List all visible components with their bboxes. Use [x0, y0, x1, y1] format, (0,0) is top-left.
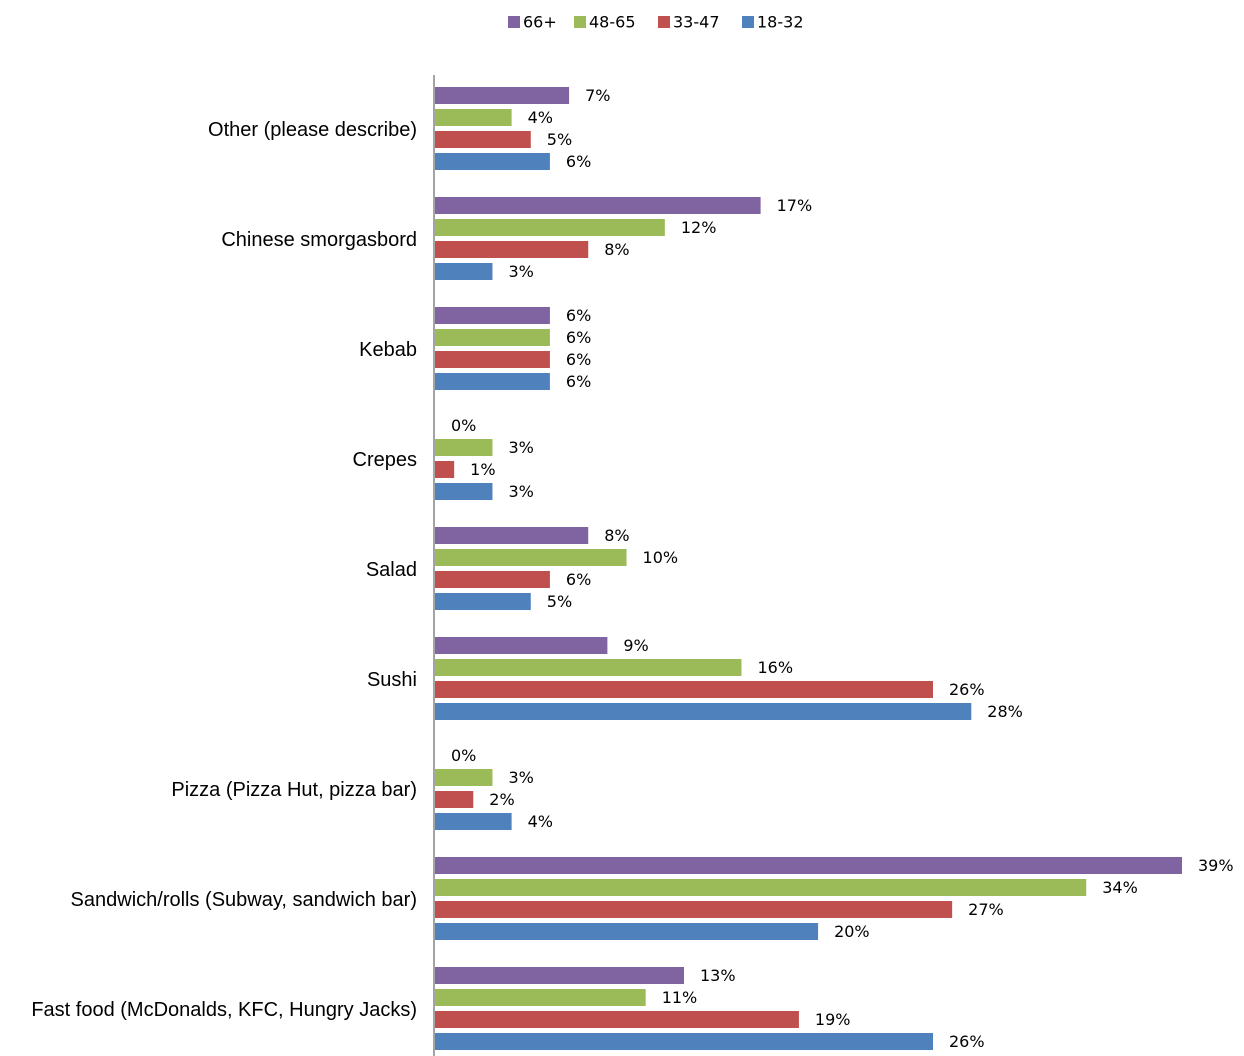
data-label-kebab-33-47: 6% [566, 350, 591, 369]
category-label-kebab: Kebab [359, 339, 417, 361]
bar-kebab-18-32 [435, 373, 550, 390]
data-label-pizza-pizza-hut-pizza-bar-33-47: 2% [489, 790, 514, 809]
data-label-sushi-48-65: 16% [757, 658, 793, 677]
data-label-other-please-describe-33-47: 5% [547, 130, 572, 149]
data-label-chinese-smorgasbord-18-32: 3% [508, 262, 533, 281]
legend-swatch-66 [508, 16, 520, 28]
bar-other-please-describe-66 [435, 87, 570, 104]
bar-fast-food-mcdonalds-kfc-hungry-jacks-18-32 [435, 1033, 933, 1050]
bar-sushi-33-47 [435, 681, 933, 698]
data-label-sushi-18-32: 28% [987, 702, 1023, 721]
bar-sandwich-rolls-subway-sandwich-bar-48-65 [435, 879, 1087, 896]
category-label-pizza-pizza-hut-pizza-bar: Pizza (Pizza Hut, pizza bar) [171, 779, 417, 801]
bar-sandwich-rolls-subway-sandwich-bar-18-32 [435, 923, 819, 940]
category-label-sandwich-rolls-subway-sandwich-bar: Sandwich/rolls (Subway, sandwich bar) [71, 889, 417, 911]
legend-swatch-18-32 [742, 16, 754, 28]
category-label-sushi: Sushi [367, 669, 417, 691]
data-label-chinese-smorgasbord-66: 17% [777, 196, 813, 215]
bar-fast-food-mcdonalds-kfc-hungry-jacks-48-65 [435, 989, 646, 1006]
data-label-fast-food-mcdonalds-kfc-hungry-jacks-48-65: 11% [662, 988, 698, 1007]
data-label-crepes-66: 0% [451, 416, 476, 435]
bar-salad-48-65 [435, 549, 627, 566]
data-label-sandwich-rolls-subway-sandwich-bar-33-47: 27% [968, 900, 1004, 919]
bar-salad-33-47 [435, 571, 550, 588]
category-label-chinese-smorgasbord: Chinese smorgasbord [221, 229, 417, 251]
data-label-pizza-pizza-hut-pizza-bar-66: 0% [451, 746, 476, 765]
data-label-other-please-describe-48-65: 4% [528, 108, 553, 127]
data-label-sandwich-rolls-subway-sandwich-bar-66: 39% [1198, 856, 1234, 875]
data-label-sushi-66: 9% [623, 636, 648, 655]
bar-crepes-18-32 [435, 483, 493, 500]
bar-pizza-pizza-hut-pizza-bar-18-32 [435, 813, 512, 830]
data-label-kebab-18-32: 6% [566, 372, 591, 391]
data-labels-group: 7% 4% 5% 6% 17% 12% 8% 3% 6% 6% 6% 6% 0% 3% 1% 3% 8% 10% 6… [451, 86, 1234, 1051]
category-label-fast-food-mcdonalds-kfc-hungry-jacks: Fast food (McDonalds, KFC, Hungry Jacks) [31, 999, 417, 1021]
bar-sandwich-rolls-subway-sandwich-bar-66 [435, 857, 1182, 874]
bar-fast-food-mcdonalds-kfc-hungry-jacks-33-47 [435, 1011, 799, 1028]
bar-chinese-smorgasbord-66 [435, 197, 761, 214]
bar-kebab-66 [435, 307, 550, 324]
bar-salad-66 [435, 527, 589, 544]
bar-sandwich-rolls-subway-sandwich-bar-33-47 [435, 901, 953, 918]
bar-sushi-18-32 [435, 703, 972, 720]
bar-other-please-describe-18-32 [435, 153, 550, 170]
data-label-other-please-describe-18-32: 6% [566, 152, 591, 171]
bar-pizza-pizza-hut-pizza-bar-48-65 [435, 769, 493, 786]
data-label-salad-48-65: 10% [643, 548, 679, 567]
bar-salad-18-32 [435, 593, 531, 610]
bar-other-please-describe-48-65 [435, 109, 512, 126]
data-label-crepes-48-65: 3% [508, 438, 533, 457]
bar-sushi-66 [435, 637, 608, 654]
data-label-chinese-smorgasbord-33-47: 8% [604, 240, 629, 259]
data-label-sandwich-rolls-subway-sandwich-bar-48-65: 34% [1102, 878, 1138, 897]
bar-crepes-48-65 [435, 439, 493, 456]
data-label-kebab-48-65: 6% [566, 328, 591, 347]
data-label-sushi-33-47: 26% [949, 680, 985, 699]
bar-other-please-describe-33-47 [435, 131, 531, 148]
category-labels-group: Other (please describe) Chinese smorgasbo… [31, 119, 417, 1021]
data-label-salad-66: 8% [604, 526, 629, 545]
category-label-other-please-describe: Other (please describe) [208, 119, 417, 141]
bar-crepes-33-47 [435, 461, 455, 478]
legend-label-18-32: 18-32 [757, 13, 804, 32]
data-label-sandwich-rolls-subway-sandwich-bar-18-32: 20% [834, 922, 870, 941]
data-label-pizza-pizza-hut-pizza-bar-48-65: 3% [508, 768, 533, 787]
legend-label-66: 66+ [523, 13, 557, 32]
data-label-fast-food-mcdonalds-kfc-hungry-jacks-66: 13% [700, 966, 736, 985]
data-label-kebab-66: 6% [566, 306, 591, 325]
bar-fast-food-mcdonalds-kfc-hungry-jacks-66 [435, 967, 684, 984]
bar-kebab-33-47 [435, 351, 550, 368]
bar-chinese-smorgasbord-48-65 [435, 219, 665, 236]
category-label-crepes: Crepes [353, 449, 417, 471]
data-label-crepes-33-47: 1% [470, 460, 495, 479]
bars-group [435, 87, 1182, 1050]
data-label-pizza-pizza-hut-pizza-bar-18-32: 4% [528, 812, 553, 831]
bar-kebab-48-65 [435, 329, 550, 346]
data-label-other-please-describe-66: 7% [585, 86, 610, 105]
bar-chinese-smorgasbord-33-47 [435, 241, 589, 258]
category-label-salad: Salad [366, 559, 417, 581]
data-label-salad-18-32: 5% [547, 592, 572, 611]
data-label-chinese-smorgasbord-48-65: 12% [681, 218, 717, 237]
data-label-fast-food-mcdonalds-kfc-hungry-jacks-33-47: 19% [815, 1010, 851, 1029]
legend-label-33-47: 33-47 [673, 13, 720, 32]
legend-swatch-33-47 [658, 16, 670, 28]
bar-pizza-pizza-hut-pizza-bar-33-47 [435, 791, 474, 808]
data-label-salad-33-47: 6% [566, 570, 591, 589]
bar-sushi-48-65 [435, 659, 742, 676]
legend-label-48-65: 48-65 [589, 13, 636, 32]
data-label-fast-food-mcdonalds-kfc-hungry-jacks-18-32: 26% [949, 1032, 985, 1051]
legend-swatch-48-65 [574, 16, 586, 28]
data-label-crepes-18-32: 3% [508, 482, 533, 501]
legend: 66+ 48-65 33-47 18-32 [508, 13, 804, 32]
bar-chinese-smorgasbord-18-32 [435, 263, 493, 280]
